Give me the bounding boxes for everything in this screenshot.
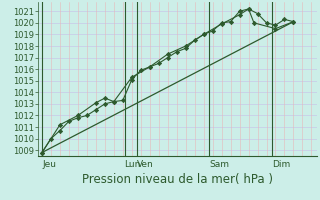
- Text: Pression niveau de la mer( hPa ): Pression niveau de la mer( hPa ): [82, 173, 273, 186]
- Text: Dim: Dim: [272, 160, 290, 169]
- Text: Jeu: Jeu: [42, 160, 56, 169]
- Text: Lun: Lun: [124, 160, 141, 169]
- Text: Ven: Ven: [137, 160, 154, 169]
- Text: Sam: Sam: [209, 160, 229, 169]
